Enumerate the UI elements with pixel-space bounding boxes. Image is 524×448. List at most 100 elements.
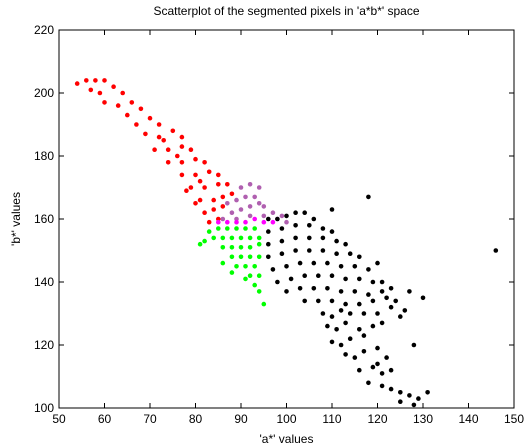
- data-point: [493, 248, 499, 253]
- data-point: [284, 213, 289, 219]
- data-point: [425, 390, 430, 395]
- data-point: [156, 134, 162, 140]
- data-point: [256, 235, 262, 241]
- data-point: [234, 216, 239, 222]
- x-tick-label: 150: [504, 412, 524, 426]
- data-point: [234, 219, 239, 225]
- data-point: [220, 204, 226, 209]
- data-point: [229, 235, 235, 241]
- data-point: [247, 245, 253, 250]
- data-point: [379, 371, 385, 376]
- x-tick-label: 90: [234, 412, 248, 426]
- data-point: [352, 355, 358, 360]
- data-point: [211, 235, 216, 241]
- data-point: [375, 260, 380, 266]
- data-point: [211, 207, 216, 212]
- data-point: [247, 273, 253, 279]
- data-point: [229, 245, 235, 250]
- data-point: [134, 122, 139, 127]
- data-point: [202, 185, 207, 190]
- data-point: [270, 210, 276, 215]
- data-point: [252, 216, 257, 222]
- data-point: [184, 188, 189, 193]
- data-point: [197, 178, 203, 184]
- data-point: [266, 254, 271, 260]
- data-point: [307, 235, 312, 241]
- data-point: [165, 160, 171, 165]
- data-point: [402, 308, 408, 313]
- data-point: [202, 160, 207, 165]
- data-point: [97, 90, 103, 96]
- data-point: [279, 251, 285, 256]
- data-point: [329, 298, 335, 304]
- data-point: [220, 245, 226, 250]
- data-point: [206, 229, 212, 234]
- data-point: [320, 311, 326, 316]
- data-point: [234, 197, 239, 203]
- data-point: [147, 115, 153, 121]
- data-point: [252, 194, 257, 200]
- data-point: [284, 264, 289, 269]
- data-point: [343, 301, 348, 307]
- data-point: [179, 144, 185, 149]
- data-point: [366, 194, 371, 200]
- data-point: [347, 336, 353, 342]
- data-point: [379, 320, 385, 326]
- data-point: [320, 226, 326, 231]
- data-point: [93, 78, 98, 83]
- data-point: [302, 273, 308, 279]
- data-point: [279, 213, 285, 219]
- data-point: [343, 241, 348, 247]
- y-tick-label: 100: [34, 401, 54, 415]
- data-point: [243, 219, 248, 225]
- data-point: [275, 279, 280, 285]
- data-point: [302, 298, 308, 304]
- x-tick-label: 60: [98, 412, 112, 426]
- data-point: [229, 210, 235, 215]
- data-point: [398, 314, 403, 319]
- data-point: [211, 197, 216, 203]
- data-point: [388, 304, 394, 310]
- data-point: [193, 156, 198, 162]
- data-point: [329, 207, 335, 212]
- data-point: [334, 251, 339, 256]
- data-point: [206, 169, 212, 175]
- data-point: [357, 327, 362, 332]
- data-point: [338, 289, 344, 294]
- data-point: [216, 172, 221, 178]
- data-point: [202, 238, 207, 244]
- data-point: [302, 210, 308, 215]
- data-point: [256, 201, 262, 206]
- data-point: [370, 323, 376, 329]
- data-point: [261, 204, 267, 209]
- data-point: [197, 241, 203, 247]
- data-point: [74, 81, 80, 86]
- data-point: [115, 103, 121, 108]
- data-point: [225, 226, 230, 231]
- data-point: [225, 219, 230, 225]
- y-tick-label: 180: [34, 149, 54, 163]
- data-point: [388, 367, 394, 373]
- x-tick-label: 120: [367, 412, 387, 426]
- data-point: [216, 219, 221, 225]
- data-point: [193, 172, 198, 178]
- data-point: [229, 191, 235, 197]
- data-point: [370, 279, 376, 285]
- data-point: [329, 314, 335, 319]
- data-point: [398, 399, 403, 405]
- data-point: [256, 254, 262, 260]
- y-tick-label: 160: [34, 212, 54, 226]
- data-point: [266, 229, 271, 234]
- data-point: [175, 153, 180, 159]
- y-axis: 100 120 140 160 180 200 220: [34, 23, 514, 415]
- data-point: [256, 273, 262, 279]
- data-point: [188, 185, 194, 190]
- data-point: [220, 216, 226, 222]
- data-point: [320, 235, 326, 241]
- data-point: [311, 260, 317, 266]
- data-point: [388, 386, 394, 392]
- data-point: [102, 78, 107, 83]
- data-point: [279, 226, 285, 231]
- data-point: [247, 254, 253, 260]
- data-point: [352, 289, 358, 294]
